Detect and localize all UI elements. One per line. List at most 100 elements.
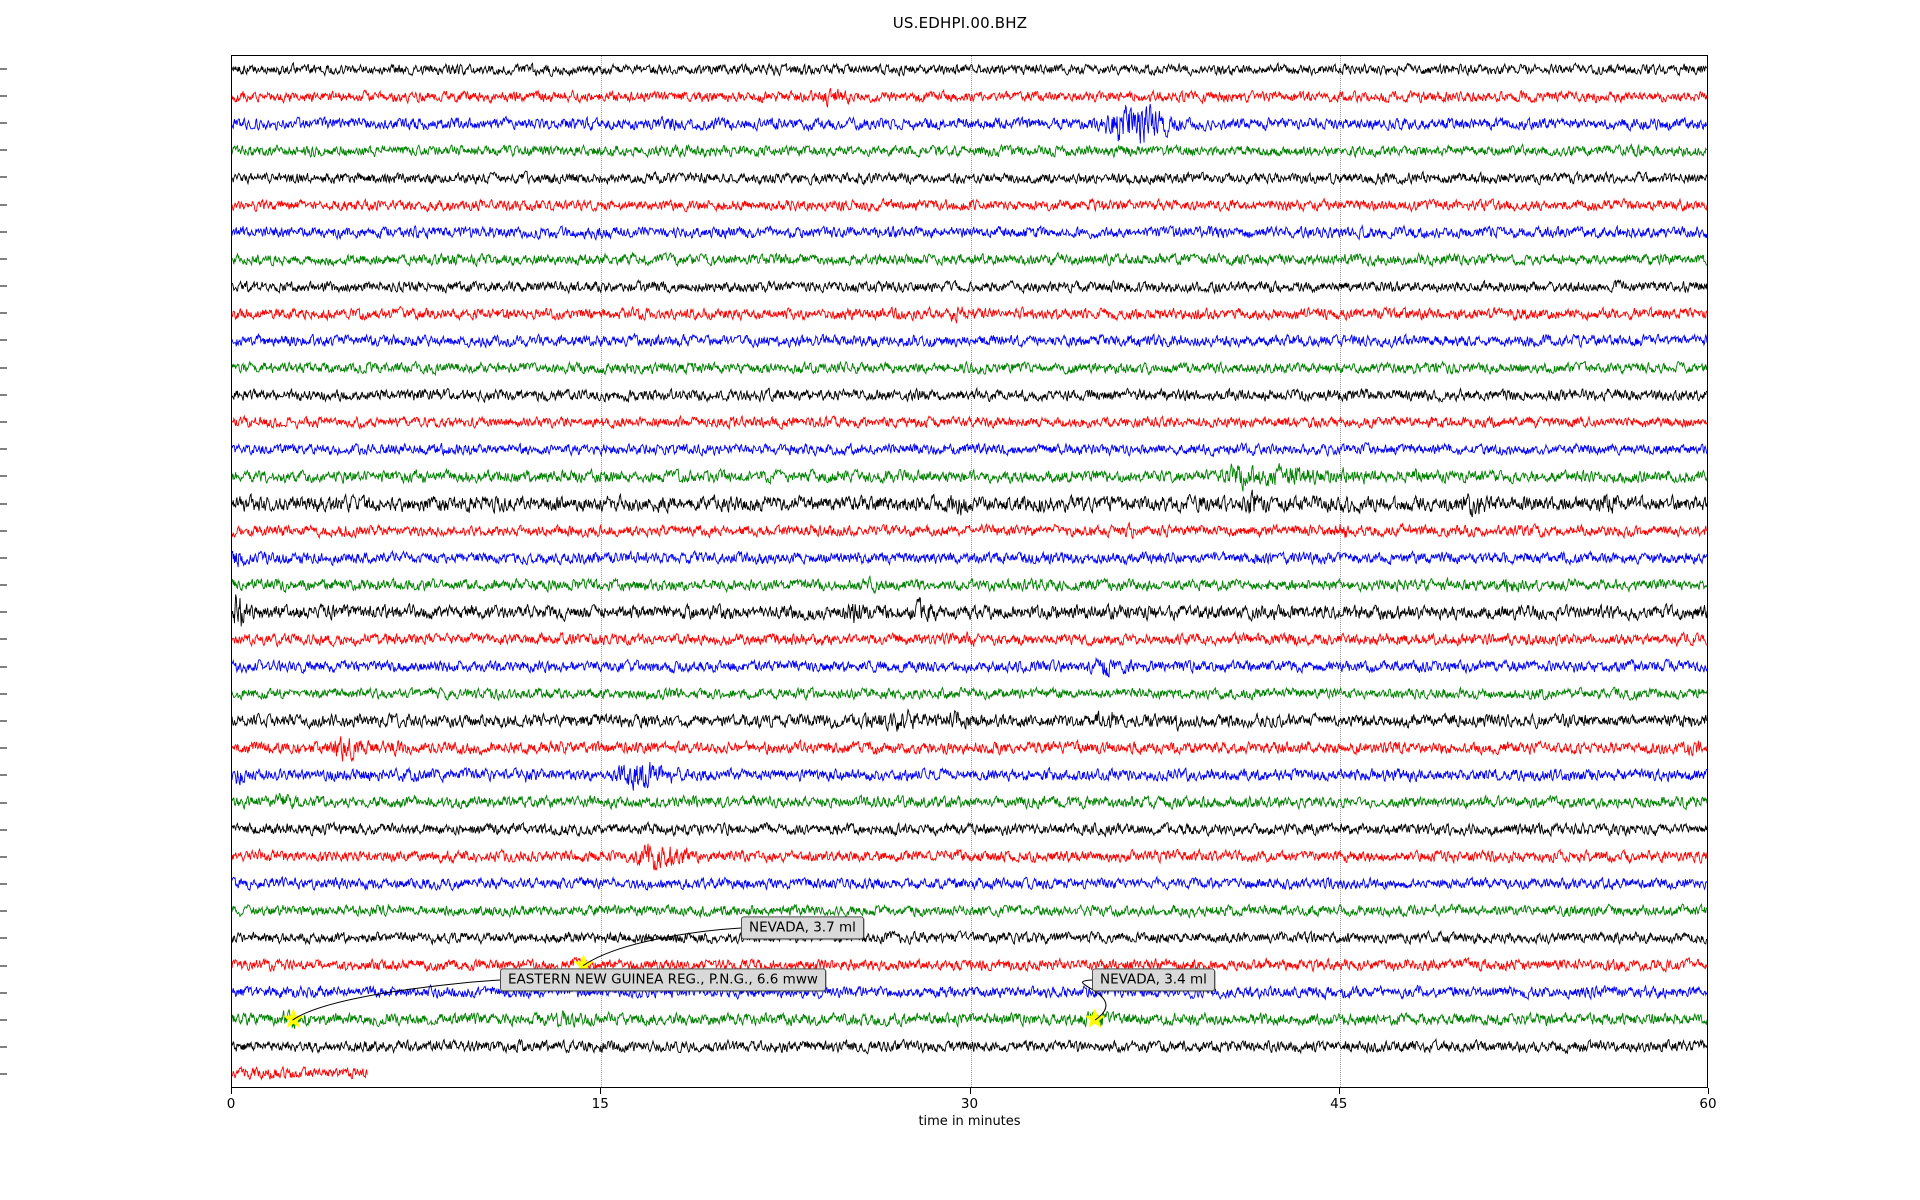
y-tick-mark: [0, 802, 7, 804]
x-tick-mark: [600, 1088, 602, 1094]
seismic-trace: [232, 931, 1707, 945]
page-title: US.EDHPI.00.BHZ: [892, 14, 1028, 32]
y-tick-mark: [0, 122, 7, 124]
y-tick-mark: [0, 1046, 7, 1048]
y-tick-mark: [0, 475, 7, 477]
y-tick-mark: [0, 937, 7, 939]
seismic-trace: [232, 253, 1707, 267]
y-tick-mark: [0, 856, 7, 858]
y-tick-mark: [0, 965, 7, 967]
gridline-vertical: [601, 56, 603, 1087]
seismic-trace: [232, 551, 1707, 567]
y-tick-mark: [0, 176, 7, 178]
y-tick-mark: [0, 1073, 7, 1075]
y-tick-mark: [0, 557, 7, 559]
y-tick-mark: [0, 1019, 7, 1021]
x-tick-label: 0: [226, 1096, 236, 1112]
seismic-trace: [232, 736, 1707, 761]
event-marker-star-icon[interactable]: [1084, 1008, 1106, 1028]
seismic-trace: [232, 63, 1707, 76]
y-tick-mark: [0, 421, 7, 423]
y-tick-mark: [0, 312, 7, 314]
y-tick-mark: [0, 367, 7, 369]
grid-layer: [232, 56, 1707, 1087]
x-tick-label: 45: [1330, 1096, 1348, 1112]
seismic-trace: [232, 334, 1707, 348]
seismic-trace: [232, 844, 1707, 871]
event-annotation-label[interactable]: EASTERN NEW GUINEA REG., P.N.G., 6.6 mww: [500, 968, 826, 992]
seismic-trace: [232, 794, 1707, 810]
y-tick-mark: [0, 829, 7, 831]
seismic-trace: [232, 171, 1707, 185]
x-tick-mark: [1708, 1088, 1709, 1094]
y-tick-mark: [0, 666, 7, 668]
y-tick-mark: [0, 611, 7, 613]
y-tick-mark: [0, 693, 7, 695]
y-tick-mark: [0, 448, 7, 450]
seismic-trace: [232, 710, 1707, 732]
seismic-trace: [232, 144, 1707, 157]
y-tick-mark: [0, 68, 7, 70]
seismic-trace: [232, 416, 1707, 429]
seismic-trace: [232, 595, 1707, 627]
seismic-trace: [232, 307, 1707, 324]
y-tick-mark: [0, 774, 7, 776]
x-tick-label: 30: [960, 1096, 979, 1112]
seismic-trace: [232, 659, 1707, 677]
x-tick-mark: [969, 1088, 971, 1094]
y-tick-mark: [0, 258, 7, 260]
seismic-trace: [232, 523, 1707, 538]
seismic-trace: [232, 576, 1707, 593]
seismic-trace: [232, 104, 1707, 144]
y-tick-mark: [0, 339, 7, 341]
seismic-trace: [232, 1067, 367, 1080]
seismic-trace: [232, 361, 1707, 374]
y-tick-mark: [0, 149, 7, 151]
event-annotation-label[interactable]: NEVADA, 3.7 ml: [741, 916, 864, 940]
seismic-trace: [232, 88, 1707, 107]
seismic-trace: [232, 632, 1707, 647]
seismic-trace: [232, 388, 1707, 402]
x-tick-label: 15: [591, 1096, 609, 1112]
y-tick-mark: [0, 503, 7, 505]
y-tick-mark: [0, 394, 7, 396]
seismic-trace: [232, 226, 1707, 240]
y-tick-mark: [0, 910, 7, 912]
event-annotation-label[interactable]: NEVADA, 3.4 ml: [1092, 968, 1215, 992]
seismic-trace: [232, 1039, 1707, 1053]
seismic-trace: [232, 490, 1707, 517]
x-axis-labels: 0 15 30 45 60: [227, 1088, 1717, 1128]
seismic-trace: [232, 904, 1707, 918]
event-marker-layer: [283, 954, 1106, 1028]
x-tick-mark: [1338, 1088, 1340, 1094]
y-tick-mark: [0, 530, 7, 532]
seismic-trace: [232, 877, 1707, 890]
gridline-vertical: [1339, 56, 1341, 1087]
seismic-trace: [232, 443, 1707, 456]
y-tick-mark: [0, 992, 7, 994]
gridline-vertical: [970, 56, 972, 1087]
y-tick-mark: [0, 95, 7, 97]
y-tick-mark: [0, 720, 7, 722]
x-axis-title: time in minutes: [918, 1114, 1021, 1129]
seismic-trace: [232, 463, 1707, 491]
y-tick-mark: [0, 883, 7, 885]
trace-layer: [232, 56, 1707, 1087]
seismic-trace: [232, 280, 1707, 293]
x-tick-label: 60: [1699, 1096, 1717, 1112]
seismic-trace: [232, 957, 1707, 972]
seismic-trace: [232, 762, 1707, 791]
event-marker-star-icon[interactable]: [283, 1008, 304, 1028]
y-tick-mark: [0, 285, 7, 287]
y-tick-mark: [0, 638, 7, 640]
y-tick-mark: [0, 747, 7, 749]
y-tick-mark: [0, 204, 7, 205]
y-axis-labels: 00:00:0801:00:0802:00:0803:00:0804:00:08…: [0, 55, 231, 1088]
x-tick-mark: [231, 1088, 232, 1094]
seismic-trace: [232, 198, 1707, 211]
seismic-trace: [232, 822, 1707, 836]
y-tick-mark: [0, 231, 7, 233]
plot-area: [231, 55, 1708, 1088]
y-tick-mark: [0, 584, 7, 586]
